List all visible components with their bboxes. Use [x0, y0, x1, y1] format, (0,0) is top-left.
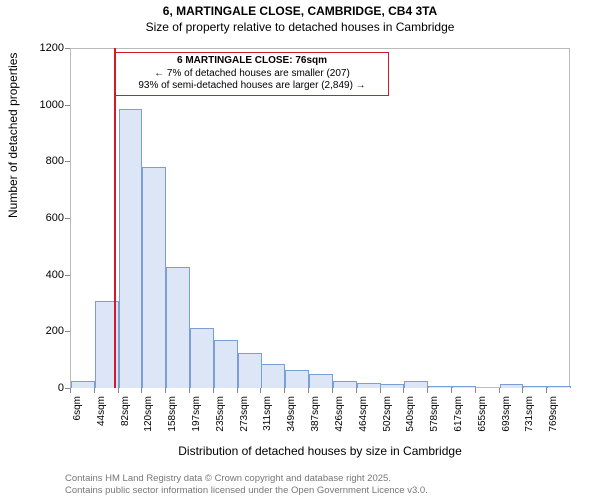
- ytick-label: 1200: [24, 42, 64, 54]
- histogram-bar: [142, 167, 166, 388]
- x-axis-label: Distribution of detached houses by size …: [70, 444, 570, 458]
- xtick-label: 44sqm: [96, 396, 107, 426]
- xtick-label: 769sqm: [548, 396, 559, 432]
- xtick-mark: [451, 388, 452, 393]
- xtick-mark: [403, 388, 404, 393]
- title-block: 6, MARTINGALE CLOSE, CAMBRIDGE, CB4 3TA …: [0, 4, 600, 35]
- xtick-label: 578sqm: [429, 396, 440, 432]
- histogram-bar: [500, 384, 524, 388]
- xtick-mark: [499, 388, 500, 393]
- histogram-bar: [309, 374, 333, 388]
- title-line2: Size of property relative to detached ho…: [0, 20, 600, 36]
- histogram-bar: [404, 381, 428, 388]
- histogram-bar: [428, 386, 452, 388]
- attribution: Contains HM Land Registry data © Crown c…: [65, 473, 428, 496]
- histogram-bar: [166, 267, 190, 388]
- histogram-bar: [380, 384, 404, 388]
- ytick-label: 600: [24, 212, 64, 224]
- xtick-label: 273sqm: [239, 396, 250, 432]
- histogram-bar: [261, 364, 285, 388]
- ytick-mark: [65, 331, 70, 332]
- histogram-bar: [285, 370, 309, 388]
- subject-marker-line: [114, 48, 116, 388]
- histogram-bar: [523, 386, 547, 388]
- chart-container: 6, MARTINGALE CLOSE, CAMBRIDGE, CB4 3TA …: [0, 0, 600, 500]
- xtick-label: 387sqm: [310, 396, 321, 432]
- ytick-label: 1000: [24, 99, 64, 111]
- annotation-line1: 6 MARTINGALE CLOSE: 76sqm: [122, 55, 382, 68]
- ytick-label: 800: [24, 155, 64, 167]
- xtick-mark: [94, 388, 95, 393]
- xtick-label: 693sqm: [501, 396, 512, 432]
- xtick-label: 6sqm: [72, 396, 83, 420]
- xtick-mark: [522, 388, 523, 393]
- xtick-mark: [308, 388, 309, 393]
- xtick-label: 426sqm: [334, 396, 345, 432]
- xtick-mark: [260, 388, 261, 393]
- xtick-mark: [284, 388, 285, 393]
- histogram-bar: [357, 383, 381, 388]
- ytick-mark: [65, 218, 70, 219]
- ytick-label: 0: [24, 382, 64, 394]
- histogram-bar: [333, 381, 357, 388]
- xtick-label: 82sqm: [120, 396, 131, 426]
- xtick-label: 655sqm: [477, 396, 488, 432]
- ytick-label: 200: [24, 325, 64, 337]
- xtick-mark: [165, 388, 166, 393]
- attribution-line1: Contains HM Land Registry data © Crown c…: [65, 473, 428, 484]
- xtick-label: 540sqm: [405, 396, 416, 432]
- xtick-mark: [118, 388, 119, 393]
- xtick-mark: [546, 388, 547, 393]
- ytick-mark: [65, 161, 70, 162]
- axis-top: [70, 48, 570, 49]
- xtick-mark: [475, 388, 476, 393]
- axis-right: [569, 48, 570, 388]
- y-axis-label: Number of detached properties: [6, 53, 20, 218]
- xtick-label: 120sqm: [143, 396, 154, 432]
- plot-area: [70, 48, 570, 388]
- xtick-label: 311sqm: [262, 396, 273, 431]
- xtick-mark: [237, 388, 238, 393]
- histogram-bar: [214, 340, 238, 388]
- annotation-box: 6 MARTINGALE CLOSE: 76sqm ← 7% of detach…: [115, 52, 389, 96]
- histogram-bar: [452, 386, 476, 388]
- axis-left: [70, 48, 71, 388]
- xtick-label: 731sqm: [524, 396, 535, 432]
- xtick-label: 502sqm: [382, 396, 393, 432]
- annotation-line2: ← 7% of detached houses are smaller (207…: [122, 68, 382, 81]
- xtick-mark: [332, 388, 333, 393]
- histogram-bar: [190, 328, 214, 389]
- xtick-mark: [70, 388, 71, 393]
- xtick-label: 617sqm: [453, 396, 464, 432]
- xtick-mark: [213, 388, 214, 393]
- title-line1: 6, MARTINGALE CLOSE, CAMBRIDGE, CB4 3TA: [0, 4, 600, 20]
- ytick-mark: [65, 275, 70, 276]
- ytick-mark: [65, 48, 70, 49]
- xtick-mark: [141, 388, 142, 393]
- xtick-label: 158sqm: [167, 396, 178, 432]
- xtick-label: 235sqm: [215, 396, 226, 432]
- xtick-label: 349sqm: [286, 396, 297, 432]
- ytick-mark: [65, 105, 70, 106]
- xtick-label: 197sqm: [191, 396, 202, 432]
- xtick-mark: [356, 388, 357, 393]
- xtick-mark: [427, 388, 428, 393]
- ytick-label: 400: [24, 269, 64, 281]
- xtick-mark: [380, 388, 381, 393]
- histogram-bar: [71, 381, 95, 388]
- xtick-mark: [189, 388, 190, 393]
- attribution-line2: Contains public sector information licen…: [65, 485, 428, 496]
- histogram-bar: [547, 386, 571, 388]
- annotation-line3: 93% of semi-detached houses are larger (…: [122, 80, 382, 93]
- histogram-bar: [238, 353, 262, 388]
- xtick-label: 464sqm: [358, 396, 369, 432]
- histogram-bar: [119, 109, 143, 388]
